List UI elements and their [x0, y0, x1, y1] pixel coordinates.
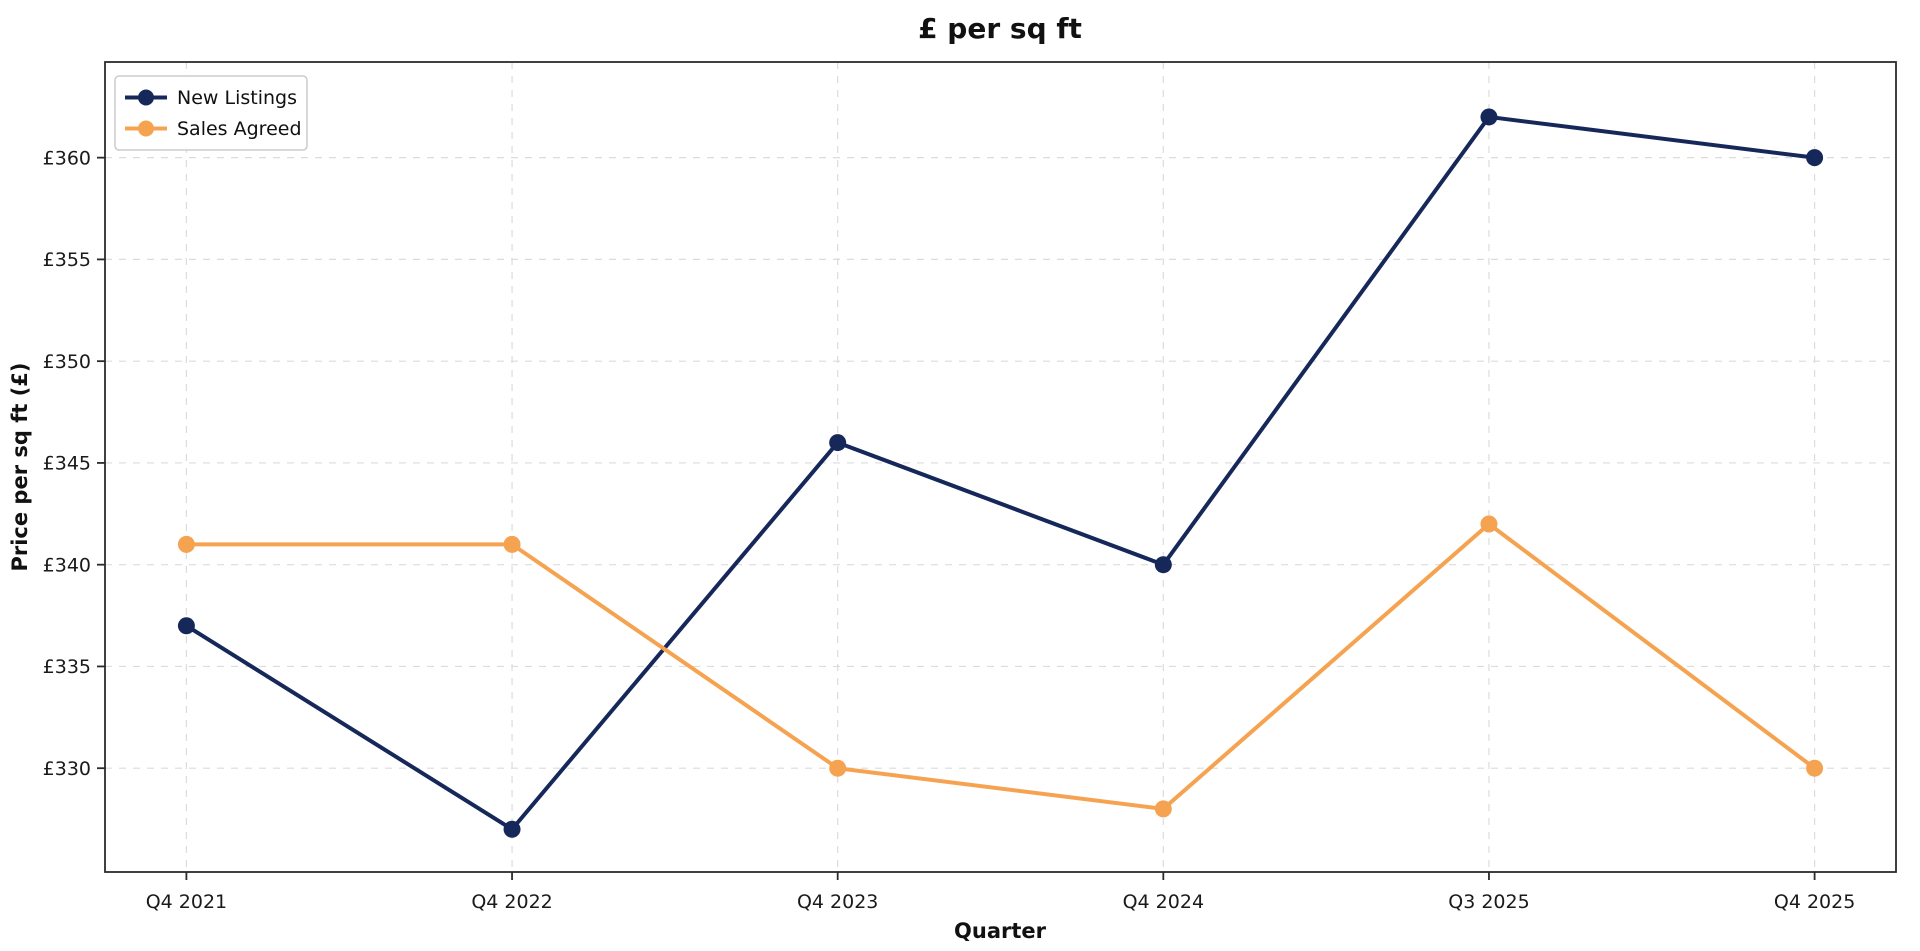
- y-tick-label: £330: [43, 758, 91, 780]
- data-point-new-listings: [829, 434, 847, 452]
- data-point-sales-agreed: [503, 535, 521, 553]
- data-point-sales-agreed: [1806, 759, 1824, 777]
- y-tick-label: £340: [43, 554, 91, 576]
- data-point-sales-agreed: [1154, 800, 1172, 818]
- y-tick-label: £345: [43, 453, 91, 475]
- data-point-new-listings: [1806, 149, 1824, 167]
- legend-marker: [138, 89, 154, 106]
- grid-lines: [105, 62, 1896, 872]
- x-tick-label: Q4 2021: [146, 891, 227, 913]
- data-point-sales-agreed: [177, 535, 195, 553]
- legend: New Listings Sales Agreed: [114, 75, 308, 151]
- chart-title: £ per sq ft: [918, 12, 1082, 45]
- x-axis-label: Quarter: [954, 919, 1047, 943]
- x-tick-label: Q4 2023: [797, 891, 878, 913]
- legend-item-new-listings: New Listings: [125, 87, 297, 109]
- y-tick-label: £335: [43, 656, 91, 678]
- legend-box: [114, 75, 308, 151]
- y-tick-label: £350: [43, 351, 91, 373]
- x-tick-label: Q4 2022: [471, 891, 552, 913]
- axes: £330 £335 £340 £345 £350 £355 £360 Q4 2021 Q4 20…: [43, 147, 1856, 913]
- data-point-new-listings: [503, 820, 521, 838]
- y-tick-label: £355: [43, 249, 91, 271]
- x-tick-label: Q4 2025: [1774, 891, 1855, 913]
- x-tick-label: Q3 2025: [1448, 891, 1529, 913]
- data-point-sales-agreed: [829, 759, 847, 777]
- series-line-sales-agreed: [184, 521, 1817, 811]
- plot-border: [104, 61, 1897, 873]
- legend-label: Sales Agreed: [177, 118, 302, 140]
- y-axis-label: Price per sq ft (£): [8, 362, 32, 571]
- series-line-new-listings: [184, 114, 1817, 832]
- legend-label: New Listings: [177, 87, 297, 109]
- data-point-sales-agreed: [1480, 515, 1498, 533]
- legend-marker: [138, 120, 154, 137]
- data-point-new-listings: [177, 617, 195, 635]
- x-tick-label: Q4 2024: [1123, 891, 1204, 913]
- legend-item-sales-agreed: Sales Agreed: [125, 118, 302, 140]
- data-point-new-listings: [1154, 556, 1172, 574]
- y-tick-label: £360: [43, 147, 91, 169]
- data-point-new-listings: [1480, 108, 1498, 126]
